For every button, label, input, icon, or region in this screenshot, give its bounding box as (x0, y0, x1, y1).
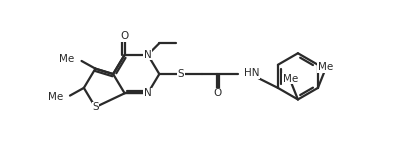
Text: N: N (144, 88, 152, 98)
Text: HN: HN (244, 68, 259, 78)
Text: O: O (120, 31, 129, 41)
Text: N: N (144, 50, 152, 60)
Text: Me: Me (318, 62, 333, 72)
Text: O: O (213, 88, 221, 98)
Text: S: S (177, 69, 184, 79)
Text: S: S (92, 102, 99, 112)
Text: Me: Me (59, 54, 75, 64)
Text: Me: Me (48, 92, 63, 102)
Text: Me: Me (282, 74, 298, 84)
